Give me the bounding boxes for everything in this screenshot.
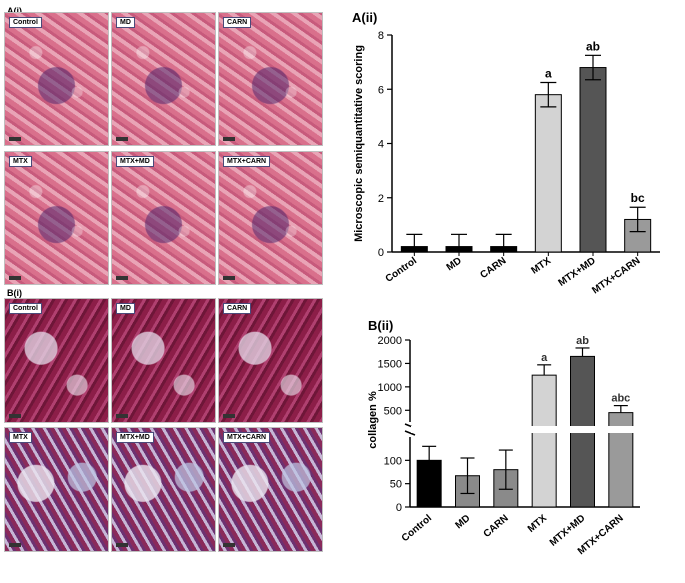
y-tick-label: 0 xyxy=(396,502,402,514)
panel-label: MD xyxy=(116,303,135,314)
axis-break-mark xyxy=(404,430,416,436)
y-tick-label: 1000 xyxy=(378,382,402,394)
significance-label: bc xyxy=(631,191,645,205)
scale-bar xyxy=(116,276,128,280)
bar xyxy=(534,94,562,253)
scale-bar xyxy=(223,543,235,547)
x-tick-label: MTX xyxy=(529,255,553,276)
panel-label: MTX+CARN xyxy=(223,432,271,443)
figure-label-a-i: A(i) xyxy=(7,6,22,16)
significance-label: ab xyxy=(576,335,589,347)
x-tick-label: CARN xyxy=(478,255,508,281)
x-tick-label: MD xyxy=(453,513,472,531)
y-axis-label: Microscopic semiquantitative scoring xyxy=(353,45,365,242)
micrograph-panel: Control xyxy=(4,298,109,423)
panel-label: Control xyxy=(9,303,42,314)
scale-bar xyxy=(9,276,21,280)
y-tick-label: 1500 xyxy=(378,358,402,370)
y-tick-label: 8 xyxy=(378,30,384,42)
significance-label: a xyxy=(545,66,552,80)
panel-label: Control xyxy=(9,17,42,28)
bar xyxy=(531,374,557,508)
bar-chart-collagen-percent: B(ii) collagen % 500 1000 1500 2000 0 50 100 Cont… xyxy=(367,318,641,557)
x-tick-label: MTX+CARN xyxy=(590,255,642,296)
significance-label: ab xyxy=(586,39,600,53)
scale-bar xyxy=(223,414,235,418)
y-axis-label: collagen % xyxy=(367,391,379,449)
figure-label-b-i: B(i) xyxy=(7,288,22,298)
scale-bar xyxy=(223,276,235,280)
scale-bar xyxy=(116,137,128,141)
micrograph-panel: MD xyxy=(111,12,216,146)
x-tick-label: MTX xyxy=(526,513,549,535)
scale-bar xyxy=(116,414,128,418)
panel-label: MD xyxy=(116,17,135,28)
y-tick-label: 4 xyxy=(378,139,384,151)
panel-label: CARN xyxy=(223,17,252,28)
panel-label: CARN xyxy=(223,303,252,314)
panel-label: MTX+CARN xyxy=(223,156,271,167)
bar-chart-microscopic-scoring: A(ii) Microscopic semiquantitative scorin… xyxy=(352,10,660,296)
panel-label: MTX+MD xyxy=(116,156,154,167)
micrograph-panel: CARN xyxy=(218,298,323,423)
scale-bar xyxy=(9,137,21,141)
y-tick-label: 0 xyxy=(378,247,384,259)
y-tick-label: 6 xyxy=(378,84,384,96)
panel-label: A(ii) xyxy=(352,10,377,25)
y-tick-label: 500 xyxy=(384,405,402,417)
x-tick-label: Control xyxy=(400,513,434,544)
significance-label: abc xyxy=(611,393,630,405)
panel-label: MTX+MD xyxy=(116,432,154,443)
y-tick-label: 2000 xyxy=(378,335,402,347)
micrograph-panel: MTX+CARN xyxy=(218,427,323,552)
y-tick-label: 50 xyxy=(390,479,402,491)
panel-label: MTX xyxy=(9,156,32,167)
micrograph-panel: Control xyxy=(4,12,109,146)
micrograph-panel: MTX+CARN xyxy=(218,151,323,285)
significance-label: a xyxy=(541,352,548,364)
x-tick-label: Control xyxy=(384,255,420,285)
panel-label: B(ii) xyxy=(368,318,393,333)
x-tick-label: MTX+MD xyxy=(557,255,598,288)
bar xyxy=(579,67,607,253)
micrograph-panel: CARN xyxy=(218,12,323,146)
scale-bar xyxy=(9,543,21,547)
micrograph-panel: MTX xyxy=(4,151,109,285)
y-tick-label: 2 xyxy=(378,193,384,205)
scale-bar xyxy=(9,414,21,418)
micrograph-panel: MD xyxy=(111,298,216,423)
panel-label: MTX xyxy=(9,432,32,443)
scale-bar xyxy=(223,137,235,141)
x-tick-label: MD xyxy=(445,255,464,273)
y-tick-label: 100 xyxy=(384,455,402,467)
x-tick-label: CARN xyxy=(482,513,511,540)
micrograph-panel: MTX xyxy=(4,427,109,552)
axis-break-gap xyxy=(411,426,641,433)
micrograph-panel: MTX+MD xyxy=(111,151,216,285)
micrograph-panel: MTX+MD xyxy=(111,427,216,552)
scale-bar xyxy=(116,543,128,547)
